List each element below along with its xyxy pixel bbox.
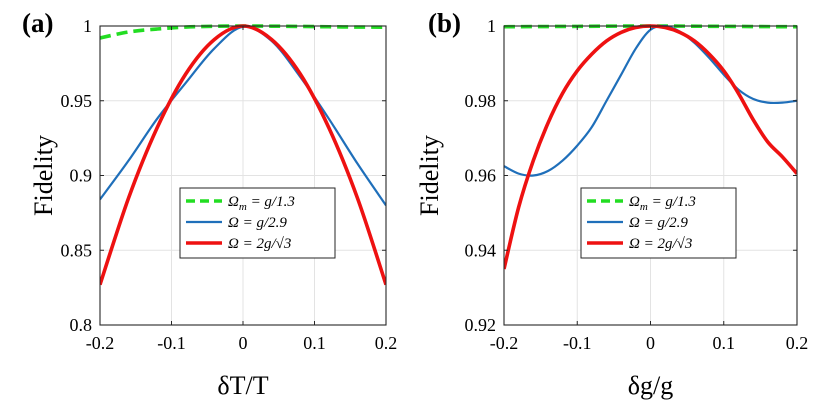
x-tick-label: -0.1: [157, 333, 186, 353]
x-axis-label: δg/g: [628, 371, 673, 400]
panel-label: (b): [428, 8, 461, 38]
y-axis-label: Fidelity: [415, 135, 444, 216]
x-tick-label: 0.2: [786, 333, 809, 353]
legend-label-rest: = 2g/√3: [640, 236, 693, 252]
legend-label-rest: = 2g/√3: [239, 236, 292, 252]
legend-label-symbol: Ω: [228, 236, 239, 252]
legend-label-rest: = g/1.3: [648, 194, 696, 210]
legend-label-1: Ω = g/2.9: [629, 215, 688, 231]
x-axis-label: δT/T: [217, 371, 268, 400]
y-tick-label: 0.94: [465, 240, 497, 260]
x-tick-label: 0.1: [303, 333, 326, 353]
x-tick-label: -0.2: [490, 333, 519, 353]
legend-label-subscript: m: [640, 201, 648, 213]
legend-label-symbol: Ω: [629, 194, 640, 210]
legend-label-2: Ω = 2g/√3: [629, 236, 692, 252]
legend-label-symbol: Ω: [228, 194, 239, 210]
y-tick-label: 1: [487, 16, 496, 36]
y-tick-label: 0.96: [465, 166, 497, 186]
x-tick-label: 0.1: [713, 333, 736, 353]
y-tick-label: 0.9: [70, 166, 93, 186]
legend: Ωm = g/1.3Ω = g/2.9Ω = 2g/√3: [580, 187, 737, 259]
legend-label-1: Ω = g/2.9: [228, 215, 287, 231]
legend-label-rest: = g/2.9: [640, 215, 689, 231]
legend-label-2: Ω = 2g/√3: [228, 236, 291, 252]
legend-label-0: Ωm = g/1.3: [629, 194, 696, 213]
x-tick-label: 0: [239, 333, 248, 353]
y-tick-label: 0.92: [465, 315, 497, 335]
panel-label: (a): [22, 8, 53, 38]
legend-label-subscript: m: [239, 201, 247, 213]
legend-label-symbol: Ω: [228, 215, 239, 231]
y-tick-label: 0.95: [61, 91, 93, 111]
x-tick-label: -0.1: [563, 333, 592, 353]
y-axis-label: Fidelity: [29, 135, 58, 216]
legend-label-rest: = g/2.9: [239, 215, 288, 231]
y-tick-label: 0.98: [465, 91, 497, 111]
x-tick-label: 0: [646, 333, 655, 353]
x-tick-label: -0.2: [86, 333, 115, 353]
chart-panel-b: -0.2 -0.1 0 0.1 0.2 0.92 0.94 0.96 0.98 1 δg/g Fide…: [415, 8, 808, 400]
y-tick-label: 0.85: [61, 240, 93, 260]
legend-label-symbol: Ω: [629, 215, 640, 231]
legend-label-0: Ωm = g/1.3: [228, 194, 295, 213]
legend: Ωm = g/1.3Ω = g/2.9Ω = 2g/√3: [179, 187, 336, 259]
chart-panel-a: -0.2 -0.1 0 0.1 0.2 0.8 0.85 0.9 0.95 1 δT/T Fideli…: [22, 8, 397, 400]
y-tick-label: 1: [83, 16, 92, 36]
legend-label-symbol: Ω: [629, 236, 640, 252]
legend-label-rest: = g/1.3: [247, 194, 295, 210]
y-tick-label: 0.8: [70, 315, 93, 335]
x-tick-label: 0.2: [375, 333, 398, 353]
